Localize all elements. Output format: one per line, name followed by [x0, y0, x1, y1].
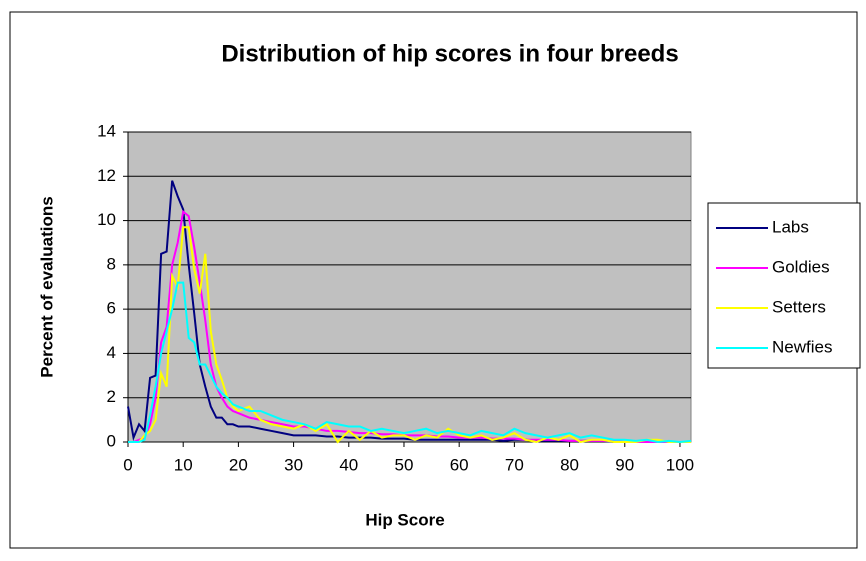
y-tick-label: 4 [107, 343, 116, 362]
legend-label: Labs [772, 217, 809, 236]
legend-label: Setters [772, 297, 826, 316]
x-tick-label: 0 [123, 455, 132, 474]
y-tick-label: 12 [97, 166, 116, 185]
y-tick-label: 8 [107, 254, 116, 273]
chart-title: Distribution of hip scores in four breed… [221, 40, 678, 67]
y-tick-label: 14 [97, 121, 116, 140]
x-tick-label: 80 [560, 455, 579, 474]
y-tick-label: 10 [97, 210, 116, 229]
x-tick-label: 10 [174, 455, 193, 474]
y-tick-label: 2 [107, 387, 116, 406]
legend-box [707, 202, 861, 369]
legend-label: Newfies [772, 337, 832, 356]
x-axis-label: Hip Score [365, 510, 444, 529]
x-tick-label: 90 [615, 455, 634, 474]
x-tick-label: 70 [505, 455, 524, 474]
y-tick-label: 6 [107, 299, 116, 318]
x-tick-label: 20 [229, 455, 248, 474]
plot-area [127, 131, 692, 443]
x-tick-label: 50 [395, 455, 414, 474]
y-tick-label: 0 [107, 431, 116, 450]
x-tick-label: 40 [339, 455, 358, 474]
x-tick-label: 100 [666, 455, 694, 474]
data-line [128, 226, 691, 444]
x-tick-label: 30 [284, 455, 303, 474]
data-line [128, 281, 692, 444]
legend-label: Goldies [772, 257, 830, 276]
y-axis-label: Percent of evaluations [37, 196, 56, 377]
x-tick-label: 60 [450, 455, 469, 474]
